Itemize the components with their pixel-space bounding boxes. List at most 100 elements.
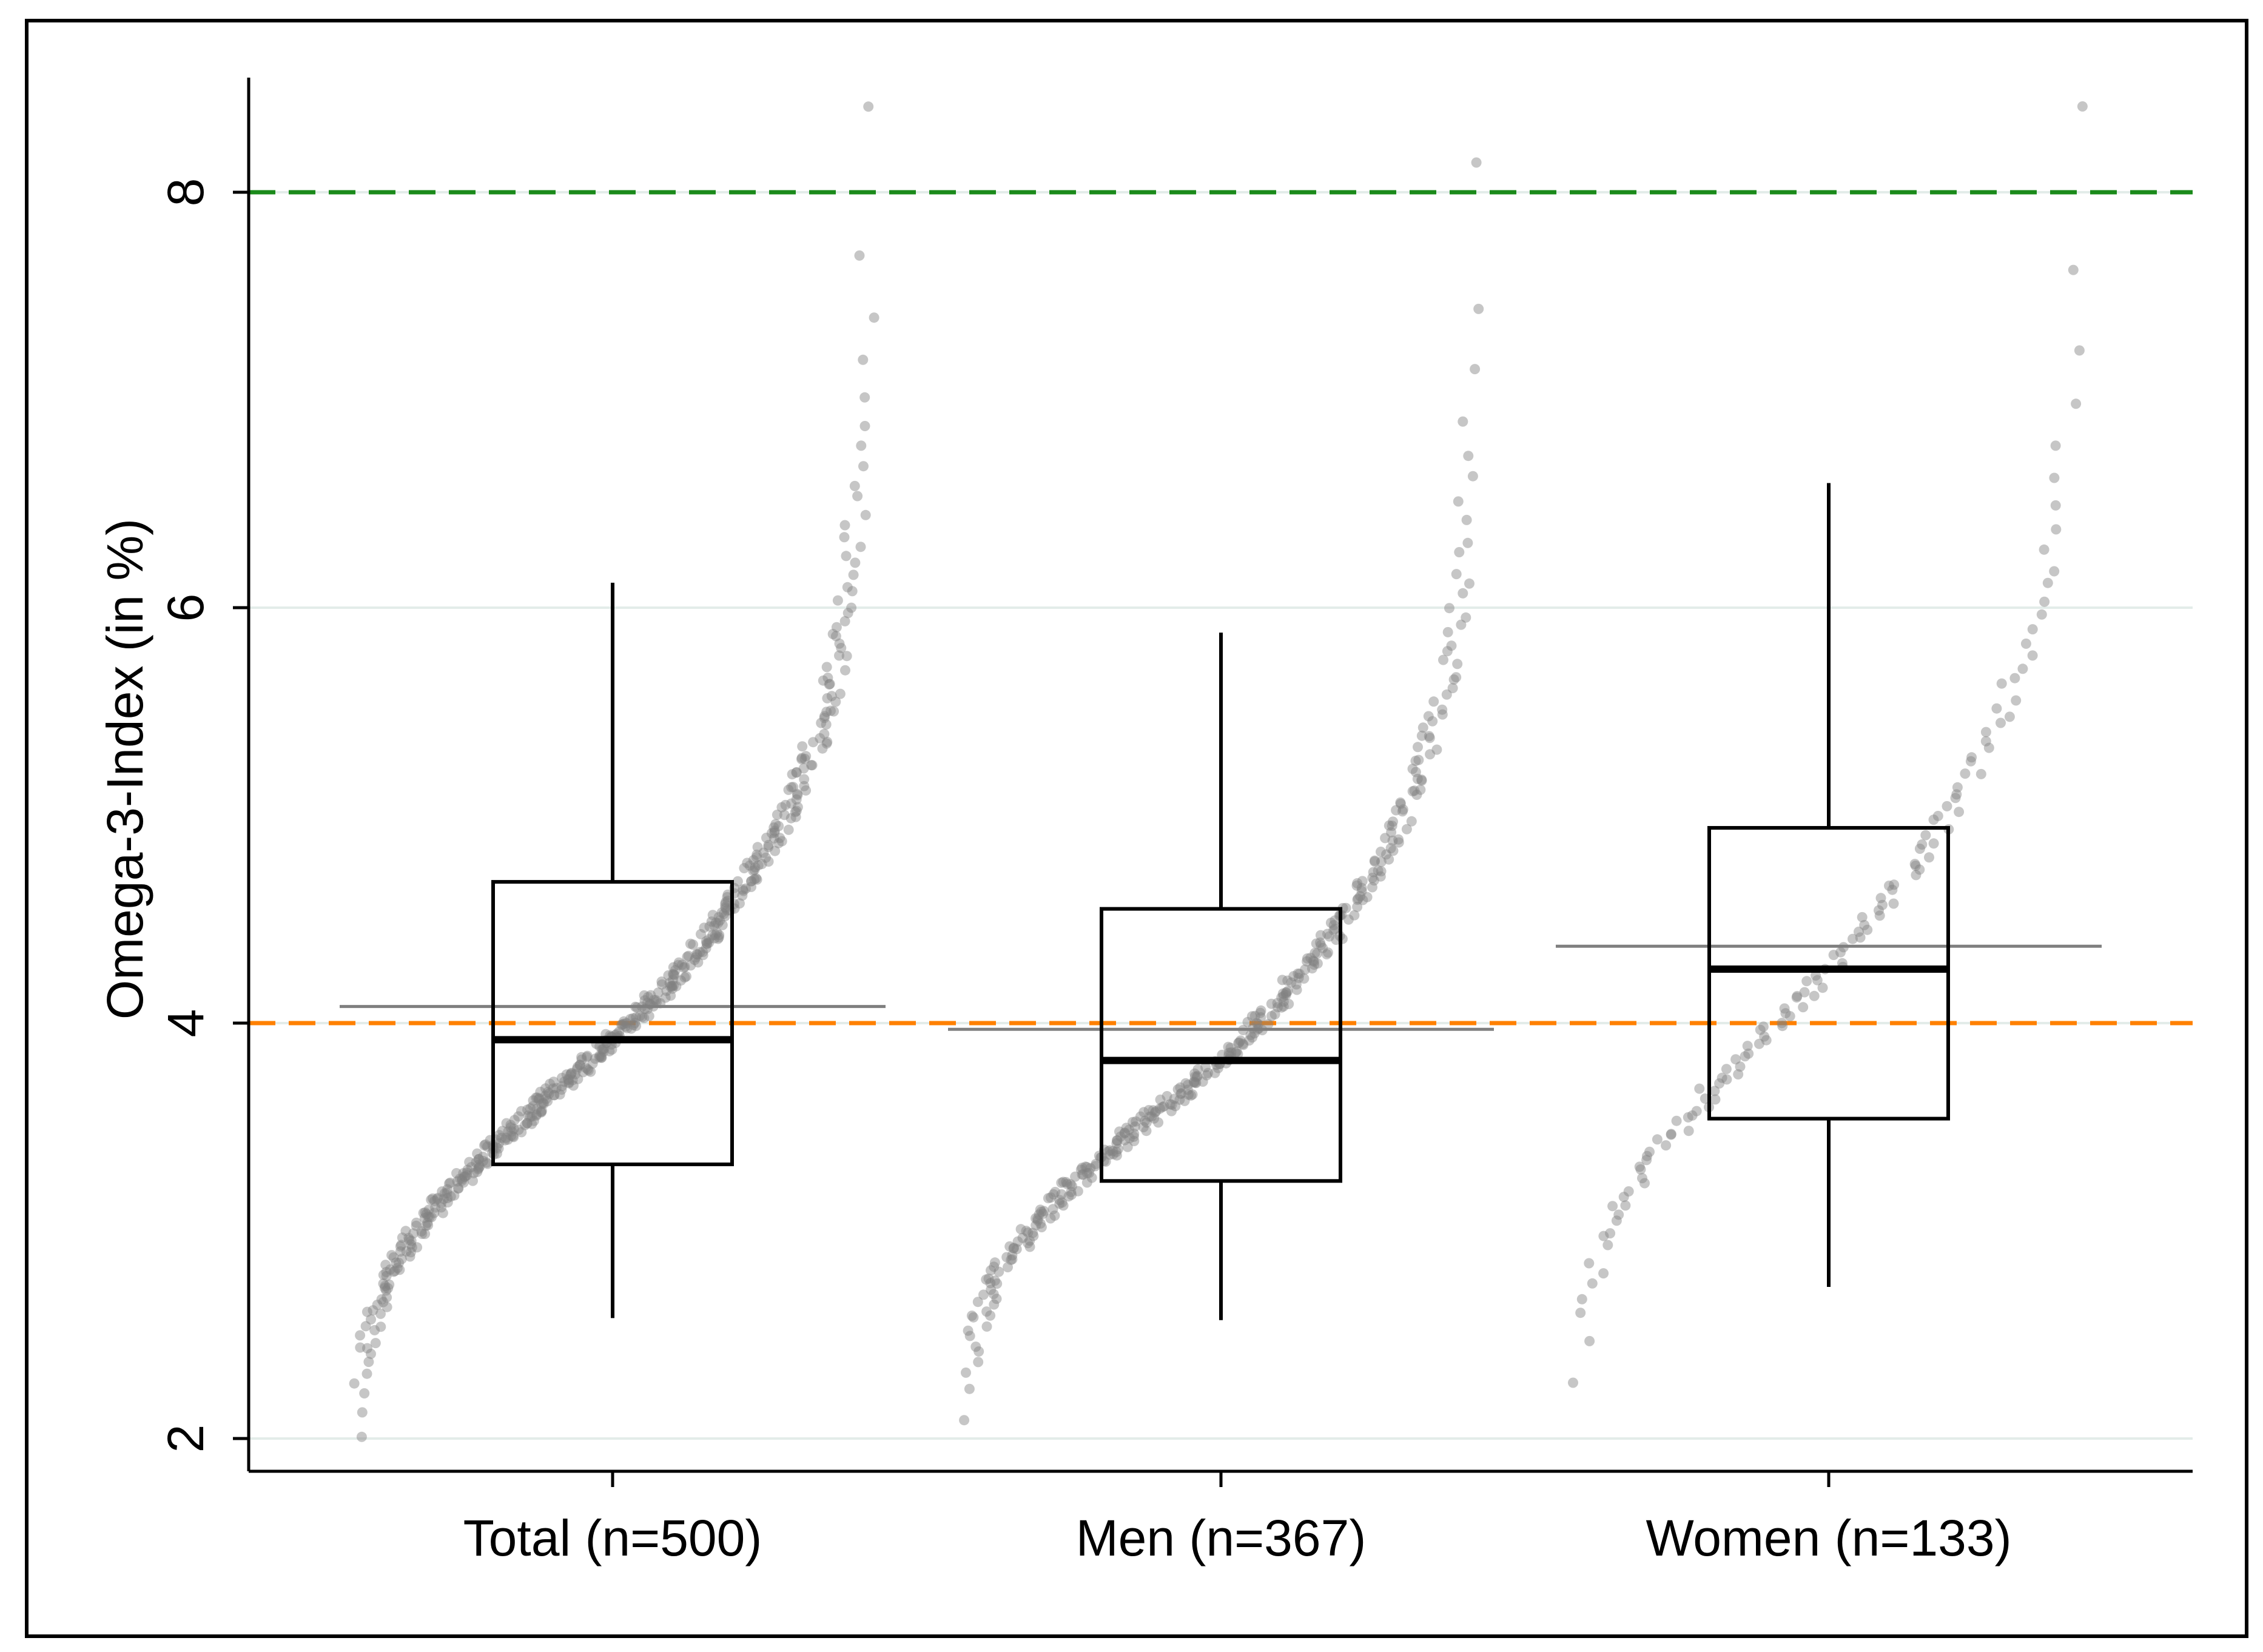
data-point — [1413, 742, 1423, 753]
data-point — [423, 1211, 434, 1222]
box-1 — [1100, 907, 1342, 1183]
data-point — [1666, 1129, 1676, 1140]
data-point — [758, 847, 769, 858]
data-point — [509, 1115, 520, 1126]
data-point — [1283, 999, 1294, 1009]
data-point — [692, 949, 703, 960]
data-point — [818, 675, 829, 686]
data-point — [1045, 1213, 1056, 1224]
data-point — [1128, 1131, 1139, 1142]
data-point — [1032, 1215, 1043, 1226]
data-point — [1714, 1078, 1725, 1089]
data-point — [1828, 950, 1839, 961]
data-point — [1733, 1069, 1744, 1080]
data-point — [791, 767, 802, 777]
data-point — [1991, 703, 2002, 714]
data-point — [1965, 756, 1976, 767]
data-point — [1170, 1101, 1181, 1112]
data-point — [451, 1168, 462, 1178]
data-point — [685, 960, 696, 971]
data-point — [1021, 1226, 1032, 1237]
data-point — [1983, 742, 1994, 753]
data-point — [822, 736, 833, 747]
data-point — [1415, 784, 1426, 795]
data-point — [403, 1232, 414, 1243]
mean-lines — [340, 944, 2102, 1031]
data-point — [551, 1083, 562, 1093]
data-point — [497, 1126, 508, 1137]
data-point — [1634, 1161, 1645, 1172]
data-point — [370, 1338, 381, 1349]
data-point — [563, 1078, 574, 1089]
data-point — [848, 569, 859, 580]
data-point — [631, 1012, 642, 1022]
data-point — [401, 1246, 412, 1257]
data-point — [1001, 1252, 1012, 1263]
data-point — [1237, 1038, 1248, 1049]
data-point — [790, 807, 801, 818]
data-point — [770, 819, 781, 830]
data-point — [791, 805, 802, 816]
data-point — [821, 707, 832, 717]
data-point — [1048, 1189, 1059, 1200]
data-point — [522, 1118, 533, 1129]
data-point — [663, 970, 674, 981]
data-point — [1874, 910, 1885, 921]
data-point — [462, 1170, 472, 1181]
data-point — [534, 1093, 545, 1104]
data-point — [797, 741, 808, 752]
data-point — [411, 1220, 422, 1231]
data-point — [422, 1217, 433, 1228]
data-point — [966, 1311, 977, 1321]
data-point — [1065, 1179, 1076, 1190]
data-point — [1281, 987, 1292, 998]
data-point — [542, 1096, 553, 1107]
data-point — [839, 520, 850, 531]
data-point — [406, 1235, 417, 1246]
data-point — [1857, 912, 1868, 922]
data-point — [1587, 1278, 1598, 1289]
data-point — [563, 1077, 574, 1088]
data-point — [368, 1305, 378, 1316]
data-point — [768, 822, 779, 833]
data-point — [1452, 659, 1463, 670]
data-point — [656, 979, 667, 990]
data-point — [501, 1118, 512, 1129]
data-point — [557, 1081, 568, 1092]
data-point — [1376, 856, 1387, 867]
data-point — [1352, 895, 1363, 905]
data-point — [1028, 1231, 1039, 1241]
data-point — [1710, 1094, 1721, 1105]
data-point — [664, 978, 675, 989]
data-point — [634, 1010, 645, 1021]
data-point — [381, 1285, 392, 1296]
data-point — [458, 1168, 469, 1179]
data-point — [1352, 901, 1363, 912]
data-point — [824, 679, 835, 690]
data-point — [1742, 1041, 1753, 1052]
data-point — [405, 1239, 416, 1250]
data-point — [394, 1257, 405, 1268]
data-point — [432, 1194, 443, 1204]
data-point — [1183, 1080, 1193, 1090]
data-point — [363, 1357, 374, 1368]
data-point — [597, 1044, 608, 1055]
data-point — [1859, 919, 1870, 930]
data-point — [445, 1191, 456, 1202]
data-point — [807, 760, 818, 771]
data-point — [1063, 1191, 1074, 1202]
data-point — [500, 1135, 511, 1146]
data-point — [2020, 638, 2031, 649]
data-point — [454, 1174, 465, 1184]
data-point — [717, 919, 728, 930]
data-point — [549, 1090, 560, 1101]
data-point — [1367, 882, 1377, 893]
data-point — [1635, 1164, 1646, 1175]
data-point — [1312, 948, 1323, 959]
data-point — [1451, 569, 1462, 580]
data-point — [1456, 619, 1467, 630]
data-point — [737, 890, 748, 901]
data-point — [474, 1161, 485, 1172]
data-point — [1278, 1001, 1289, 1012]
data-point — [2077, 101, 2088, 112]
